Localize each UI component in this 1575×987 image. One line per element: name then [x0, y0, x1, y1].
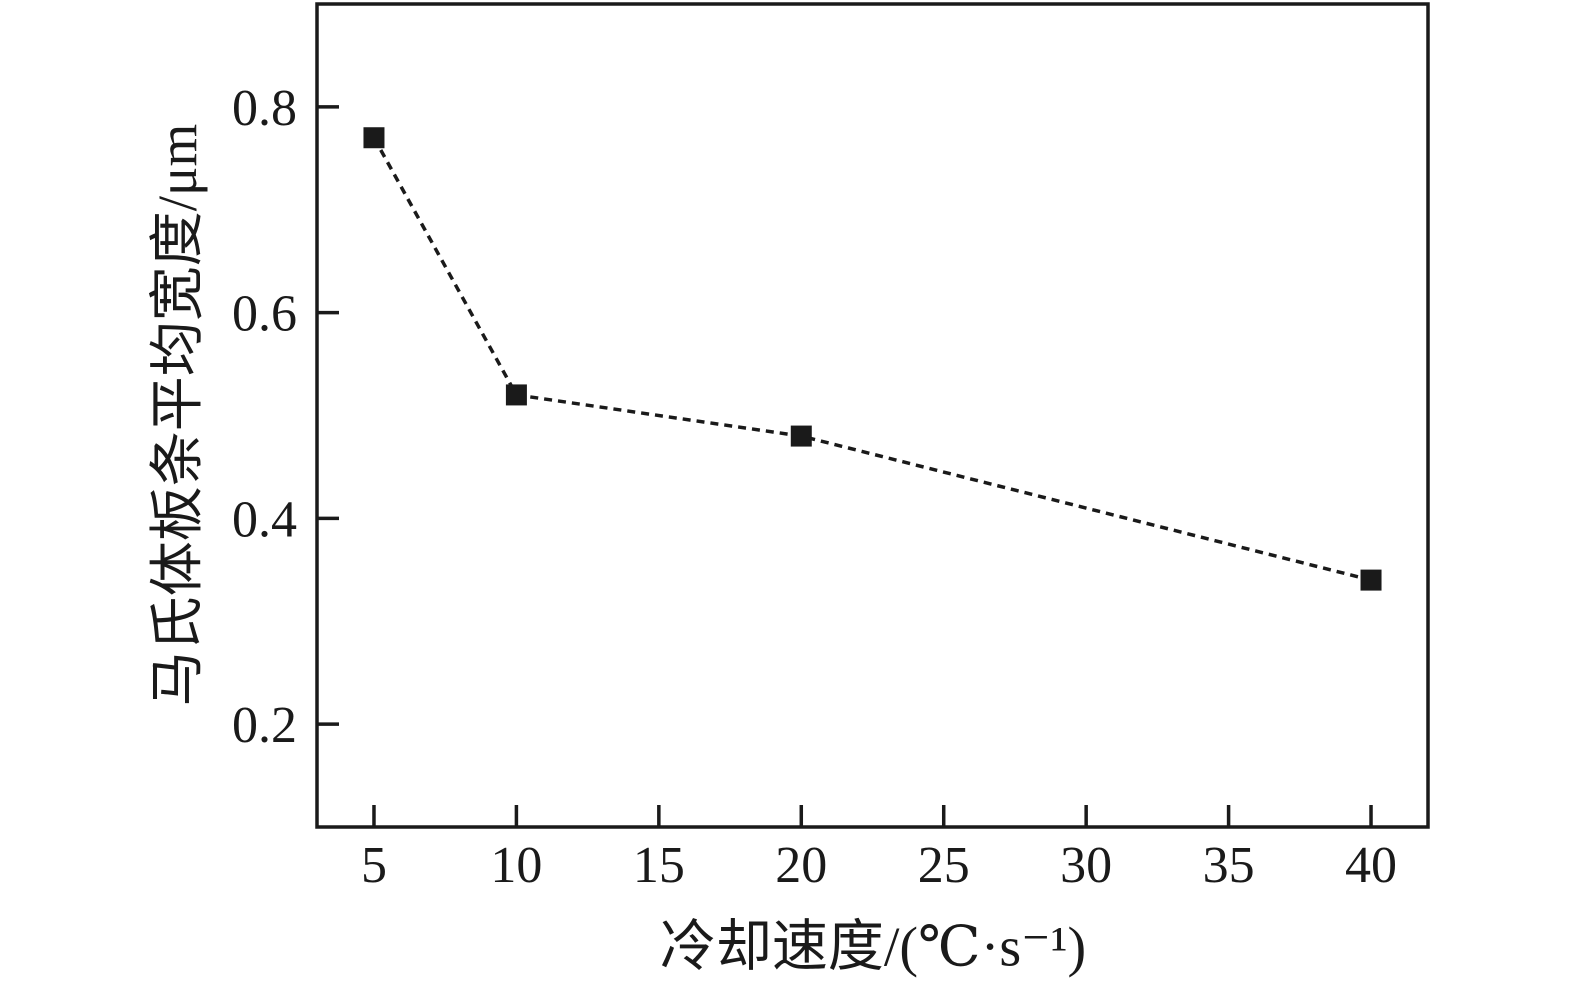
data-point-marker: [1360, 569, 1382, 591]
plot-frame: [315, 2, 1430, 829]
data-point-marker: [363, 127, 385, 149]
x-tick-label: 35: [1203, 837, 1255, 894]
x-tick-label: 5: [361, 837, 387, 894]
x-tick-label: 30: [1060, 837, 1112, 894]
data-line: [372, 136, 1372, 582]
x-tick-label: 40: [1345, 837, 1397, 894]
x-tick-label: 10: [490, 837, 542, 894]
y-tick-label: 0.2: [232, 697, 297, 754]
x-tick-label: 25: [918, 837, 970, 894]
x-axis-title: 冷却速度/(℃·s⁻¹): [659, 916, 1087, 979]
data-point-marker: [505, 384, 527, 406]
y-tick-label: 0.4: [232, 491, 297, 548]
y-axis-title: 马氏体板条平均宽度/μm: [147, 123, 208, 707]
x-tick-label: 20: [775, 837, 827, 894]
data-point-marker: [790, 425, 812, 447]
y-tick-label: 0.6: [232, 286, 297, 343]
x-tick-label: 15: [633, 837, 685, 894]
y-tick-label: 0.8: [232, 80, 297, 137]
